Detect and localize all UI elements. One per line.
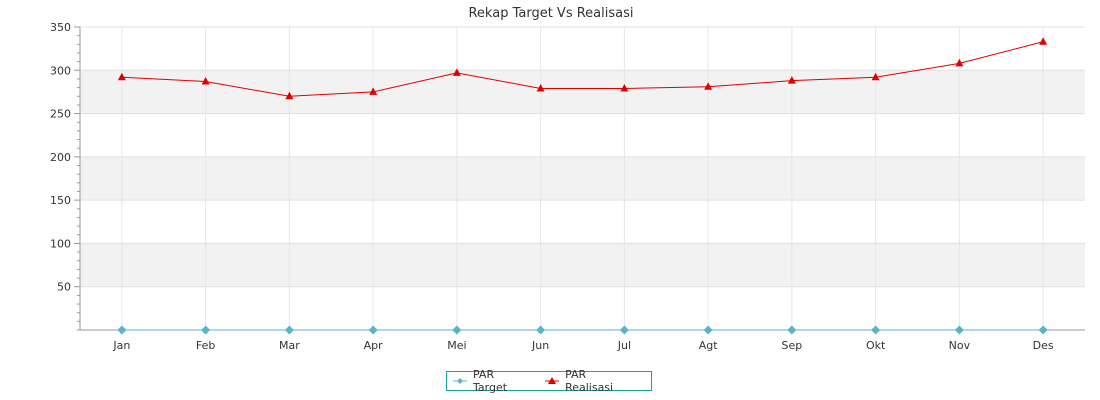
data-point-realisasi[interactable] (452, 68, 461, 76)
diamond-marker-icon (453, 376, 467, 386)
x-tick-label: Agt (699, 339, 719, 352)
data-point-target[interactable] (703, 325, 713, 335)
data-point-target[interactable] (284, 325, 294, 335)
y-tick-label: 350 (50, 21, 71, 34)
x-tick-label: Jan (112, 339, 130, 352)
data-point-realisasi[interactable] (620, 83, 629, 92)
x-tick-label: Jul (617, 339, 631, 352)
data-point-target[interactable] (452, 325, 462, 335)
data-point-realisasi[interactable] (955, 58, 964, 67)
y-axis-ticks: 50 100 150 200 250 300 350 (50, 21, 80, 331)
data-point-realisasi[interactable] (704, 82, 713, 90)
legend: PAR Target PAR Realisasi (446, 368, 652, 394)
plot-band (80, 70, 1085, 114)
data-point-target[interactable] (1038, 325, 1048, 335)
series-lines (121, 41, 1044, 331)
data-point-target[interactable] (871, 325, 881, 335)
triangle-marker-icon (545, 376, 560, 386)
legend-label-realisasi: PAR Realisasi (565, 368, 614, 394)
data-point-realisasi[interactable] (285, 91, 294, 100)
data-point-target[interactable] (954, 325, 964, 335)
y-tick-label: 150 (50, 194, 71, 207)
horizontal-gridlines (80, 26, 1085, 288)
x-tick-label: Mar (279, 339, 300, 352)
x-tick-label: Jun (531, 339, 549, 352)
x-tick-label: Sep (782, 339, 803, 352)
x-tick-label: Des (1033, 339, 1054, 352)
data-point-realisasi[interactable] (201, 77, 210, 85)
data-point-target[interactable] (368, 325, 378, 335)
y-tick-label: 50 (57, 281, 71, 294)
data-point-target[interactable] (619, 325, 629, 335)
legend-item-realisasi[interactable]: PAR Realisasi (545, 368, 637, 394)
x-tick-label: Feb (196, 339, 215, 352)
x-tick-label: Mei (447, 339, 466, 352)
data-point-realisasi[interactable] (1039, 37, 1048, 45)
legend-item-target[interactable]: PAR Target (453, 368, 531, 394)
data-point-target[interactable] (117, 325, 127, 335)
x-axis-ticks: Jan Feb Mar Apr Mei Jun Jul Agt Sep Okt Nov Des (112, 330, 1054, 352)
data-point-target[interactable] (787, 325, 797, 335)
x-tick-label: Apr (364, 339, 384, 352)
y-tick-label: 250 (50, 108, 71, 121)
data-point-realisasi[interactable] (369, 87, 378, 95)
data-point-realisasi[interactable] (787, 76, 796, 84)
series-line (121, 41, 1044, 97)
data-point-target[interactable] (536, 325, 546, 335)
series-markers (117, 37, 1048, 335)
y-tick-label: 300 (50, 64, 71, 77)
data-point-realisasi[interactable] (871, 72, 880, 81)
x-tick-label: Nov (949, 339, 971, 352)
y-tick-label: 200 (50, 151, 71, 164)
legend-label-target: PAR Target (473, 368, 508, 394)
data-point-realisasi[interactable] (117, 72, 126, 81)
chart-title: Rekap Target Vs Realisasi (468, 6, 633, 21)
y-tick-label: 100 (50, 237, 71, 250)
plot-band (80, 243, 1085, 287)
x-tick-label: Okt (866, 339, 886, 352)
data-point-realisasi[interactable] (536, 83, 545, 92)
data-point-target[interactable] (201, 325, 211, 335)
plot-band (80, 156, 1085, 201)
plot-bands (80, 70, 1085, 287)
